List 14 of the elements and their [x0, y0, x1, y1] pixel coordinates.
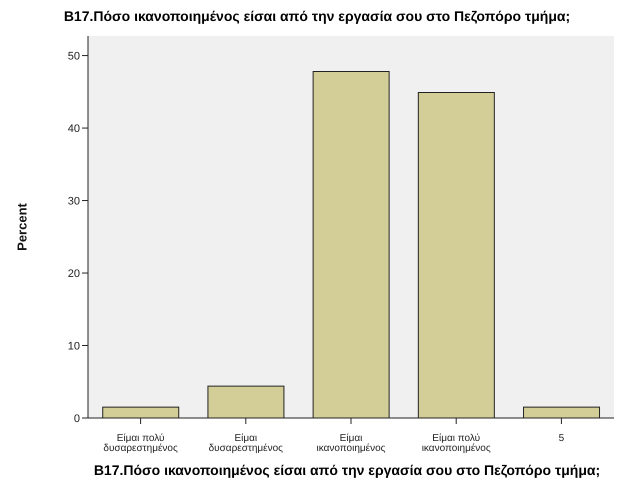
x-tick-label: 5 [558, 433, 565, 444]
x-tick-label: Είμαι ικανοποιημένος [316, 433, 386, 454]
y-axis-title: Percent [14, 202, 30, 251]
y-tick-label: 40 [68, 122, 80, 135]
y-tick-label: 50 [68, 50, 80, 62]
x-tick-label: Είμαι πολύ ικανοποιημένος [422, 433, 491, 454]
x-tick-label: Είμαι πολύ δυσαρεστημένος [103, 433, 178, 454]
x-axis-title: B17.Πόσο ικανοποιημένος είσαι από την εργασία σου στο Πεζοπόρο τμήμα; [92, 462, 602, 478]
chart-title: B17.Πόσο ικανοποιημένος είσαι από την εργασία σου στο Πεζοπόρο τμήμα; [62, 8, 572, 26]
x-tick-label: Είμαι δυσαρεστημένος [208, 433, 284, 454]
y-tick-label: 30 [68, 195, 80, 208]
y-tick-label: 10 [68, 340, 80, 352]
y-tick-label: 20 [68, 268, 80, 280]
y-tick-label: 0 [74, 412, 80, 425]
